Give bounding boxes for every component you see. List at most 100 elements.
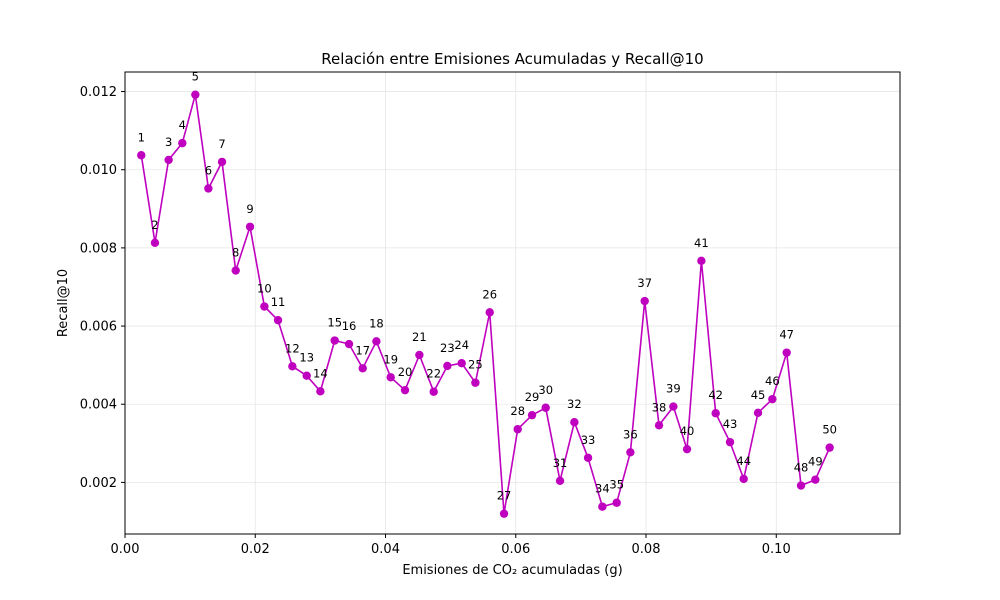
x-tick-label: 0.00 [111, 542, 140, 557]
data-point [669, 402, 678, 411]
y-tick-label: 0.004 [80, 398, 117, 413]
data-point [697, 256, 706, 265]
chart-title: Relación entre Emisiones Acumuladas y Re… [321, 50, 703, 68]
data-label: 5 [192, 70, 199, 84]
data-point [527, 410, 537, 420]
data-label: 23 [440, 341, 455, 355]
data-label: 36 [623, 427, 638, 441]
data-label: 13 [299, 351, 314, 365]
data-label: 25 [468, 358, 483, 372]
data-point [711, 409, 720, 418]
data-point [753, 408, 763, 418]
data-point [570, 418, 579, 427]
data-label: 30 [538, 383, 553, 397]
data-label: 12 [285, 341, 300, 355]
data-point [796, 481, 806, 490]
data-label: 15 [327, 316, 342, 330]
x-tick-label: 0.02 [241, 542, 270, 557]
data-point [217, 157, 227, 167]
y-tick-label: 0.008 [80, 241, 117, 256]
data-label: 4 [179, 118, 186, 132]
data-label: 43 [723, 417, 738, 431]
data-label: 47 [779, 328, 794, 342]
data-point [471, 378, 480, 387]
data-label: 1 [138, 130, 145, 144]
data-point [626, 448, 635, 457]
x-axis-ticks: 0.00 0.02 0.04 0.06 0.08 0.10 [111, 534, 791, 557]
marker-layer [137, 90, 834, 518]
data-point [739, 474, 748, 484]
data-label: 38 [652, 400, 667, 414]
data-label: 42 [708, 388, 723, 402]
data-point [231, 266, 240, 275]
y-tick-label: 0.002 [80, 476, 117, 491]
data-point [782, 348, 791, 357]
data-label: 31 [553, 456, 568, 470]
data-point [386, 373, 395, 382]
data-point [372, 337, 381, 346]
x-tick-label: 0.10 [762, 542, 791, 557]
x-tick-label: 0.04 [371, 542, 400, 557]
data-point [178, 138, 187, 148]
data-point [485, 308, 494, 317]
data-point [513, 425, 522, 434]
data-label: 45 [751, 388, 766, 402]
plot-frame [124, 71, 901, 535]
data-point [260, 302, 269, 311]
data-point [768, 394, 777, 404]
y-axis-ticks: 0.002 0.004 0.006 0.008 0.010 0.012 [80, 85, 125, 491]
data-label: 26 [482, 287, 497, 301]
data-point [302, 371, 311, 380]
data-label: 7 [218, 137, 225, 151]
data-label: 20 [398, 365, 413, 379]
data-label: 14 [313, 366, 328, 380]
x-tick-label: 0.06 [501, 542, 530, 557]
data-point [457, 358, 466, 368]
data-point [612, 498, 621, 507]
data-point [316, 387, 325, 396]
data-point [191, 90, 200, 99]
data-label: 46 [765, 374, 780, 388]
data-point [288, 362, 297, 371]
data-point [429, 387, 438, 396]
data-point [541, 403, 550, 412]
data-label: 10 [257, 282, 272, 296]
data-label: 29 [525, 390, 540, 404]
y-axis-label: Recall@10 [56, 269, 71, 337]
data-label: 8 [232, 246, 239, 260]
data-label: 11 [271, 295, 286, 309]
series-line [140, 93, 831, 515]
data-label: 37 [637, 276, 652, 290]
data-label: 48 [794, 461, 809, 475]
y-tick-label: 0.006 [80, 320, 117, 335]
data-label: 24 [454, 338, 469, 352]
data-label: 9 [246, 202, 253, 216]
data-label: 28 [510, 404, 525, 418]
data-point [415, 350, 424, 360]
data-label: 17 [355, 343, 370, 357]
data-point [150, 238, 160, 248]
data-point [640, 296, 649, 306]
data-label: 3 [165, 135, 172, 149]
data-point [273, 315, 283, 325]
x-axis-label: Emisiones de CO₂ acumuladas (g) [402, 563, 622, 578]
data-label: 6 [205, 163, 212, 177]
data-label: 35 [609, 478, 624, 492]
data-label: 19 [383, 352, 398, 366]
y-tick-label: 0.012 [80, 85, 117, 100]
data-point [598, 502, 607, 511]
data-point [344, 339, 354, 349]
data-point [204, 184, 213, 193]
data-label: 22 [426, 367, 441, 381]
data-label: 2 [151, 218, 158, 232]
data-label: 16 [342, 319, 357, 333]
data-point [555, 476, 565, 486]
data-point [825, 443, 834, 452]
data-label: 21 [412, 330, 427, 344]
data-label: 39 [666, 382, 681, 396]
data-label: 34 [595, 482, 610, 496]
y-tick-label: 0.010 [80, 163, 117, 178]
data-point [358, 364, 367, 373]
